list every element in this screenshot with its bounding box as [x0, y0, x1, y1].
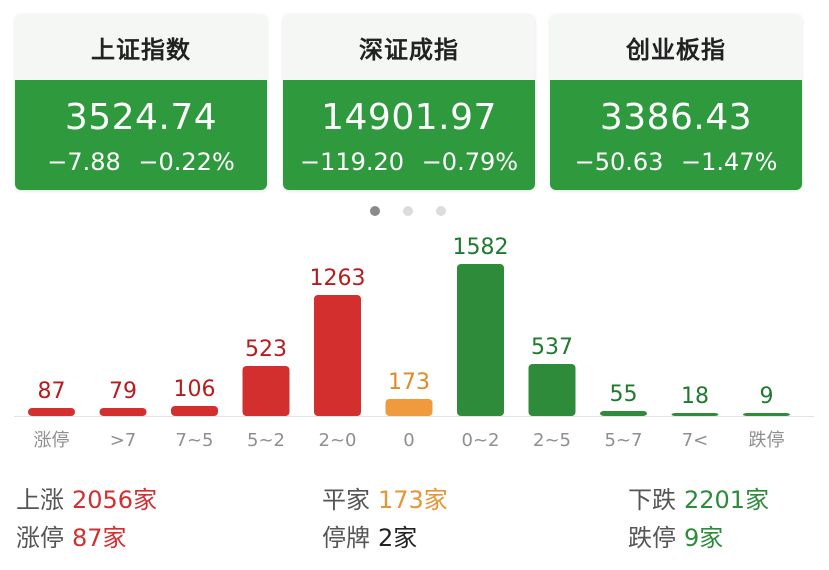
category-label: 5~2 — [247, 430, 285, 451]
page-dot[interactable] — [370, 206, 380, 216]
rise-count: 上涨 2056家 — [16, 480, 157, 515]
limit-up-value: 87家 — [72, 524, 127, 552]
index-change-row: −7.88 −0.22% — [15, 148, 267, 176]
fall-label: 下跌 — [628, 486, 676, 514]
index-change-pct: −0.79% — [421, 148, 519, 176]
page-dot[interactable] — [403, 206, 413, 216]
limit-up-label: 涨停 — [16, 524, 64, 552]
index-name: 上证指数 — [15, 14, 267, 80]
category-label: 0 — [403, 430, 414, 451]
suspended-label: 停牌 — [322, 524, 370, 552]
category-label: 0~2 — [462, 430, 500, 451]
bar — [743, 413, 790, 416]
category-label: 7~5 — [176, 430, 214, 451]
bar — [314, 295, 361, 416]
bar-value-label: 79 — [109, 379, 137, 404]
index-change-pct: −1.47% — [681, 148, 778, 176]
market-summary: 上涨 2056家 涨停 87家 平家 173家 停牌 2家 下跌 2201家 跌停 9家 — [0, 472, 829, 570]
limit-down-label: 跌停 — [628, 524, 676, 552]
bar — [385, 399, 433, 416]
index-card-cyb[interactable]: 创业板指 3386.43 −50.63 −1.47% — [550, 14, 802, 190]
index-change: −119.20 — [299, 148, 405, 176]
limit-down-value: 9家 — [684, 524, 724, 552]
index-change-pct: −0.22% — [138, 148, 235, 176]
bar-value-label: 106 — [174, 377, 216, 402]
distribution-bar-chart: 87 涨停 79 >7 106 7~5 523 5~2 1263 2~0 173 0 1582 0~2 53… — [14, 235, 814, 451]
index-change-row: −119.20 −0.79% — [283, 148, 535, 176]
index-cards: 上证指数 3524.74 −7.88 −0.22% 深证成指 14901.97 … — [0, 0, 829, 200]
index-card-sh[interactable]: 上证指数 3524.74 −7.88 −0.22% — [15, 14, 267, 190]
bar-value-label: 1582 — [453, 235, 509, 260]
flat-label: 平家 — [322, 486, 370, 514]
bar — [99, 408, 147, 416]
index-price: 3524.74 — [64, 97, 218, 138]
limit-down-count: 跌停 9家 — [628, 518, 723, 553]
bar — [528, 364, 576, 416]
category-label: 涨停 — [34, 430, 70, 451]
bar-value-label: 173 — [388, 370, 430, 395]
index-name: 创业板指 — [550, 14, 802, 80]
bar-value-label: 9 — [760, 384, 774, 409]
index-name: 深证成指 — [283, 14, 535, 80]
index-quote: 3386.43 −50.63 −1.47% — [550, 80, 802, 190]
page-dot[interactable] — [436, 206, 446, 216]
index-price: 14901.97 — [321, 97, 497, 138]
bar-value-label: 1263 — [310, 266, 366, 291]
index-card-sz[interactable]: 深证成指 14901.97 −119.20 −0.79% — [283, 14, 535, 190]
flat-value: 173家 — [378, 486, 448, 514]
category-label: 2~5 — [533, 430, 571, 451]
limit-up-count: 涨停 87家 — [16, 518, 127, 553]
category-label: 2~0 — [319, 430, 357, 451]
index-change: −7.88 — [47, 148, 121, 176]
index-price: 3386.43 — [599, 97, 753, 138]
bar-value-label: 537 — [531, 335, 573, 360]
category-label: >7 — [110, 430, 137, 451]
bar-value-label: 87 — [38, 379, 66, 404]
suspended-value: 2家 — [378, 524, 418, 552]
flat-count: 平家 173家 — [322, 480, 448, 515]
fall-count: 下跌 2201家 — [628, 480, 769, 515]
category-label: 7< — [682, 430, 709, 451]
bar-value-label: 55 — [610, 382, 638, 407]
index-quote: 3524.74 −7.88 −0.22% — [15, 80, 267, 190]
index-change: −50.63 — [574, 148, 664, 176]
rise-label: 上涨 — [16, 486, 64, 514]
fall-value: 2201家 — [684, 486, 770, 514]
bar — [171, 406, 218, 416]
bar — [28, 408, 75, 416]
bar — [242, 366, 290, 416]
bar-value-label: 18 — [681, 384, 709, 409]
bar — [457, 264, 504, 416]
page-indicator — [0, 206, 829, 218]
bar — [671, 413, 719, 416]
bar-value-label: 523 — [245, 337, 287, 362]
category-label: 5~7 — [605, 430, 643, 451]
index-change-row: −50.63 −1.47% — [550, 148, 802, 176]
suspended-count: 停牌 2家 — [322, 518, 417, 553]
bar — [600, 411, 647, 416]
index-quote: 14901.97 −119.20 −0.79% — [283, 80, 535, 190]
rise-value: 2056家 — [72, 486, 158, 514]
category-label: 跌停 — [749, 430, 785, 451]
